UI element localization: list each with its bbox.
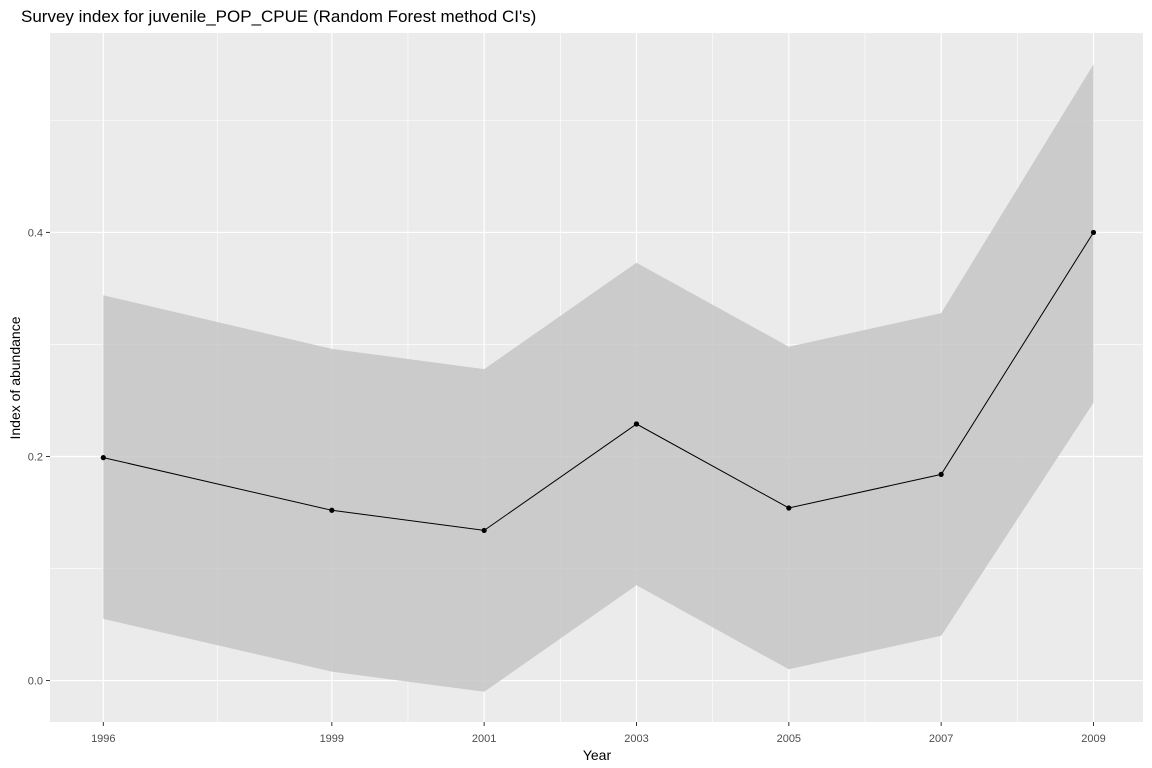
x-tick-label: 2003 (624, 733, 648, 745)
data-point (100, 455, 106, 461)
x-tick-label: 2007 (929, 733, 953, 745)
chart-title: Survey index for juvenile_POP_CPUE (Rand… (21, 7, 536, 26)
data-point (786, 505, 792, 511)
y-axis-ticks: 0.0 0.2 0.4 (28, 227, 50, 688)
y-tick-label: 0.4 (28, 227, 43, 239)
data-points (100, 229, 1097, 534)
y-tick-label: 0.0 (28, 676, 43, 688)
x-tick-label: 2009 (1081, 733, 1105, 745)
y-tick-label: 0.2 (28, 451, 43, 463)
x-tick-label: 1996 (91, 733, 115, 745)
confidence-ribbon (103, 64, 1094, 692)
data-point (1090, 229, 1097, 236)
x-axis-ticks: 1996 1999 2001 2003 2005 2007 2009 (91, 722, 1106, 745)
data-point (481, 527, 487, 534)
x-tick-label: 2005 (777, 733, 801, 745)
y-axis-title: Index of abundance (7, 316, 23, 439)
data-point (938, 471, 944, 478)
data-point (329, 507, 335, 513)
data-point (633, 421, 640, 427)
x-tick-label: 1999 (320, 733, 344, 745)
x-axis-title: Year (583, 747, 612, 763)
x-tick-label: 2001 (472, 733, 496, 745)
